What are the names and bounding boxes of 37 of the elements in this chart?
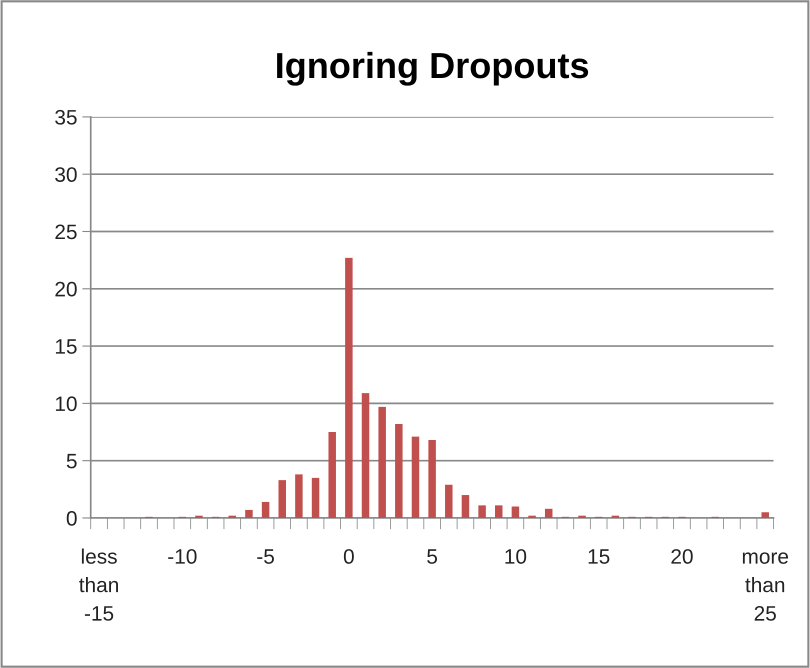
y-tick-label: 0: [66, 510, 77, 526]
x-tick-label: 15: [588, 549, 610, 564]
bar: [345, 258, 353, 518]
x-tick-label: -10: [168, 549, 197, 564]
bar: [295, 474, 303, 518]
bar: [328, 432, 336, 518]
bar: [445, 484, 453, 518]
x-tick-label: more than 25: [742, 552, 788, 621]
bar: [395, 424, 403, 518]
x-tick-label: 10: [505, 549, 526, 564]
bar: [495, 505, 502, 518]
bar: [312, 478, 320, 518]
bar: [478, 505, 486, 518]
y-tick-label: 35: [55, 110, 77, 125]
bar: [262, 502, 270, 518]
bar: [512, 506, 520, 518]
y-tick-label: 25: [55, 224, 77, 240]
y-tick-label: 30: [55, 167, 77, 182]
chart-title: Ignoring Dropouts: [277, 52, 588, 86]
bar: [761, 512, 769, 518]
x-tick-label: 0: [344, 549, 354, 564]
bar: [428, 440, 436, 518]
bar: [278, 480, 286, 518]
y-tick-label: 20: [55, 282, 77, 297]
bar: [378, 406, 386, 518]
x-tick-label: less than -15: [79, 548, 118, 621]
bar: [362, 393, 370, 518]
bar: [245, 510, 253, 518]
x-tick-label: 20: [671, 549, 693, 564]
y-tick-label: 10: [56, 396, 77, 412]
y-tick-label: 15: [56, 339, 77, 354]
y-tick-label: 5: [66, 454, 77, 468]
x-tick-label: -5: [257, 549, 274, 564]
bar: [412, 436, 420, 518]
bar: [462, 495, 470, 518]
bar: [544, 508, 552, 518]
x-tick-label: 5: [427, 549, 438, 564]
